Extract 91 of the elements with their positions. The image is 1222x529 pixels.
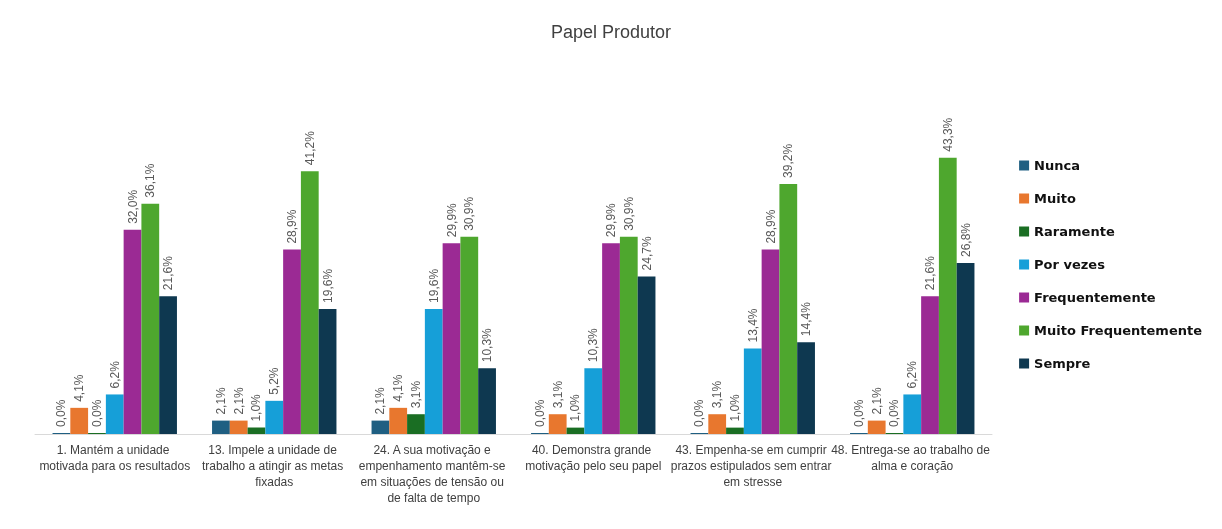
- data-label: 21,6%: [923, 255, 938, 291]
- data-label: 2,1%: [869, 386, 884, 415]
- bar: [637, 276, 656, 434]
- data-label: 0,0%: [851, 399, 866, 427]
- data-label: 3,1%: [408, 380, 423, 409]
- bar: [708, 414, 727, 434]
- bar: [938, 157, 957, 434]
- legend-label: Sempre: [1034, 356, 1091, 371]
- bar: [265, 400, 284, 434]
- data-label: 19,6%: [426, 268, 441, 303]
- data-label: 32,0%: [125, 189, 140, 224]
- data-label: 28,9%: [763, 209, 778, 244]
- data-label: 5,2%: [267, 367, 282, 395]
- bar: [123, 229, 142, 434]
- bar: [141, 203, 160, 434]
- bar: [478, 368, 496, 434]
- data-label: 36,1%: [143, 163, 158, 198]
- bar: [867, 420, 886, 434]
- bar: [283, 249, 301, 434]
- data-label: 26,8%: [958, 222, 973, 258]
- data-label: 1,0%: [568, 393, 583, 422]
- bar: [726, 427, 744, 434]
- bar: [159, 296, 177, 434]
- bar: [318, 308, 337, 434]
- legend-label: Frequentemente: [1034, 290, 1156, 305]
- x-tick-label: 24. A sua motivação e empenhamento mantêm-se em situações de tensão ou de falta de tempo: [358, 443, 509, 505]
- data-label: 3,1%: [550, 380, 565, 409]
- chart-title: Papel Produtor: [550, 22, 672, 42]
- data-label: 10,3%: [586, 327, 601, 363]
- bar: [566, 427, 585, 434]
- data-label: 6,2%: [107, 360, 122, 389]
- legend-label: Por vezes: [1034, 257, 1106, 272]
- bar: [460, 236, 479, 434]
- data-label: 14,4%: [799, 301, 814, 337]
- bar: [389, 407, 408, 434]
- bar: [371, 420, 390, 434]
- data-label: 29,9%: [604, 202, 619, 238]
- bar: [548, 414, 567, 434]
- data-label: 0,0%: [89, 399, 104, 427]
- data-label: 2,1%: [213, 386, 228, 415]
- data-label: 0,0%: [54, 399, 69, 427]
- data-label: 6,2%: [905, 360, 920, 389]
- legend-label: Muito Frequentemente: [1034, 323, 1203, 338]
- legend-label: Raramente: [1034, 224, 1115, 239]
- data-label: 21,6%: [161, 255, 176, 291]
- x-tick-label: 1. Mantém a unidade motivada para os resultados: [39, 443, 191, 473]
- data-label: 41,2%: [302, 130, 317, 166]
- data-label: 1,0%: [249, 393, 264, 422]
- bar: [743, 348, 762, 434]
- data-label: 43,3%: [940, 117, 955, 152]
- bar: [797, 342, 815, 434]
- x-tick-label: 48. Entrega-se ao trabalho de alma e coração: [831, 443, 994, 473]
- bar: [300, 171, 319, 434]
- data-label: 19,6%: [320, 268, 335, 303]
- bar: [584, 368, 603, 434]
- bar: [105, 394, 124, 434]
- x-tick-label: 13. Impele a unidade de trabalho a atingir as metas fixadas: [201, 443, 347, 489]
- bar: [407, 414, 425, 434]
- data-label: 1,0%: [727, 393, 742, 422]
- bar: [70, 407, 89, 434]
- data-label: 13,4%: [745, 308, 760, 343]
- bar: [903, 394, 922, 434]
- data-label: 0,0%: [692, 399, 707, 427]
- data-label: 2,1%: [231, 386, 246, 415]
- data-label: 24,7%: [639, 236, 654, 271]
- legend-label: Muito: [1034, 191, 1076, 206]
- data-label: 0,0%: [887, 399, 902, 427]
- bar: [779, 183, 798, 434]
- legend-label: Nunca: [1034, 158, 1080, 173]
- bar: [247, 427, 266, 434]
- data-label: 4,1%: [391, 374, 406, 402]
- data-label: 2,1%: [373, 386, 388, 415]
- bar: [619, 236, 638, 434]
- data-label: 30,9%: [621, 196, 636, 231]
- bar: [442, 243, 461, 434]
- data-label: 39,2%: [781, 143, 796, 178]
- bar: [229, 420, 248, 434]
- data-label: 30,9%: [462, 196, 477, 231]
- bar: [761, 249, 780, 434]
- bar: [424, 308, 443, 434]
- bar: [921, 296, 939, 434]
- data-label: 3,1%: [710, 380, 725, 409]
- data-label: 4,1%: [72, 374, 87, 402]
- bar: [956, 263, 975, 434]
- x-tick-label: 40. Demonstra grande motivação pelo seu papel: [525, 443, 662, 473]
- data-label: 0,0%: [532, 399, 547, 427]
- bar: [212, 420, 230, 434]
- bar: [602, 243, 620, 434]
- data-label: 29,9%: [444, 202, 459, 238]
- data-label: 10,3%: [480, 327, 495, 363]
- data-label: 28,9%: [285, 209, 300, 244]
